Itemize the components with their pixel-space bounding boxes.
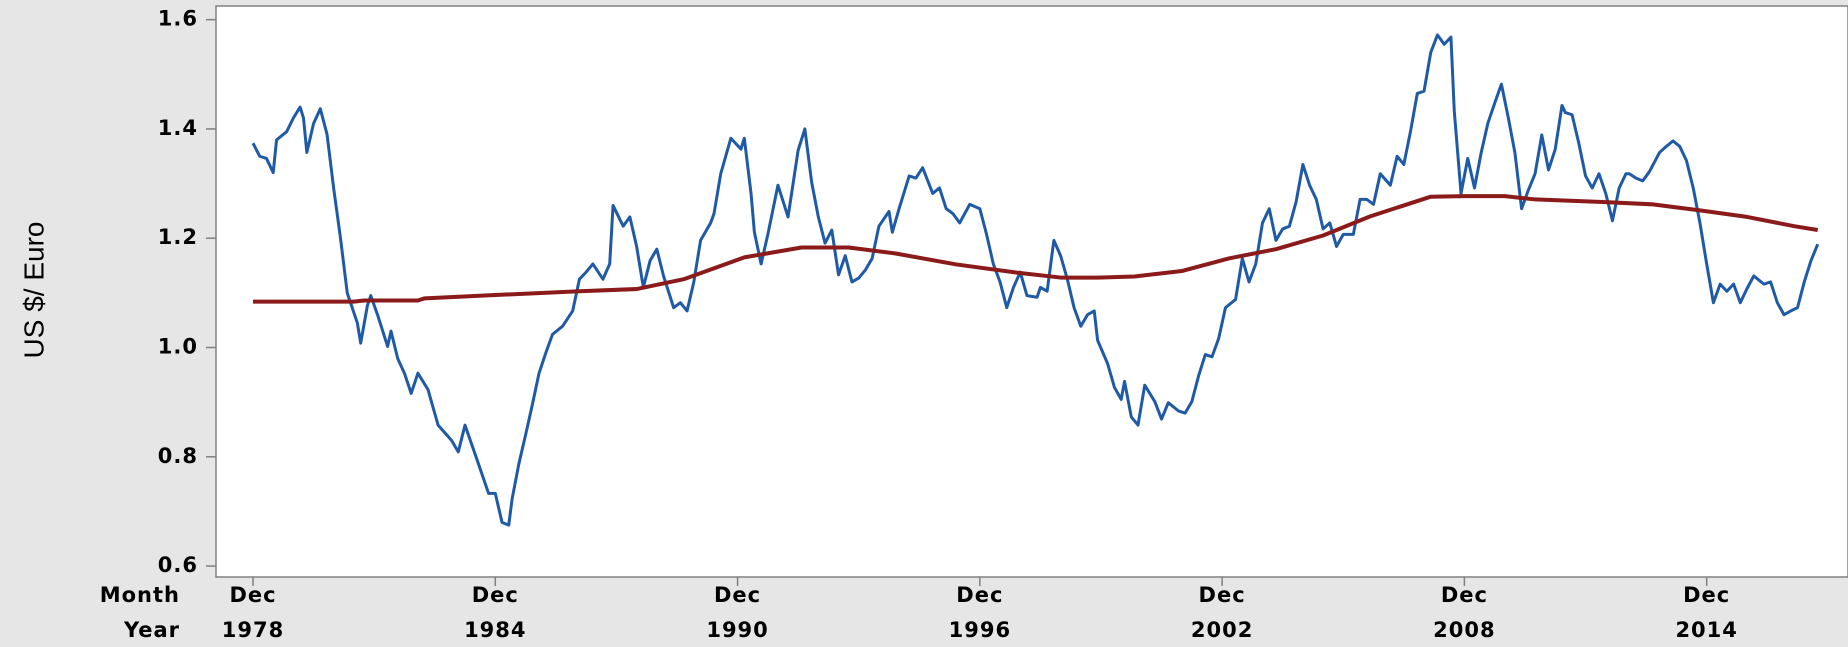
x-tick-month: Dec bbox=[1441, 583, 1488, 607]
x-tick-month: Dec bbox=[229, 583, 276, 607]
x-row-label: Year bbox=[123, 618, 180, 642]
x-row-label: Month bbox=[100, 583, 180, 607]
x-tick-year: 2008 bbox=[1433, 618, 1495, 642]
x-tick-year: 1996 bbox=[949, 618, 1011, 642]
y-tick-label: 1.0 bbox=[158, 335, 198, 359]
y-tick-label: 0.6 bbox=[158, 553, 198, 577]
x-tick-month: Dec bbox=[472, 583, 519, 607]
x-tick-month: Dec bbox=[956, 583, 1003, 607]
x-tick-year: 1978 bbox=[222, 618, 284, 642]
x-tick-month: Dec bbox=[1683, 583, 1730, 607]
x-tick-month: Dec bbox=[714, 583, 761, 607]
y-tick-label: 1.2 bbox=[158, 225, 198, 249]
y-axis-label: US $/ Euro bbox=[18, 222, 49, 359]
x-tick-year: 1990 bbox=[706, 618, 768, 642]
x-tick-year: 1984 bbox=[464, 618, 526, 642]
data-line bbox=[253, 194, 1819, 304]
y-tick-label: 0.8 bbox=[158, 444, 198, 468]
y-tick-label: 1.6 bbox=[158, 7, 198, 31]
x-tick-month: Dec bbox=[1199, 583, 1246, 607]
x-tick-year: 2014 bbox=[1675, 618, 1737, 642]
data-line bbox=[251, 33, 1820, 527]
y-tick-label: 1.4 bbox=[158, 116, 198, 140]
x-tick-year: 2002 bbox=[1191, 618, 1253, 642]
plot-area bbox=[215, 5, 1848, 578]
